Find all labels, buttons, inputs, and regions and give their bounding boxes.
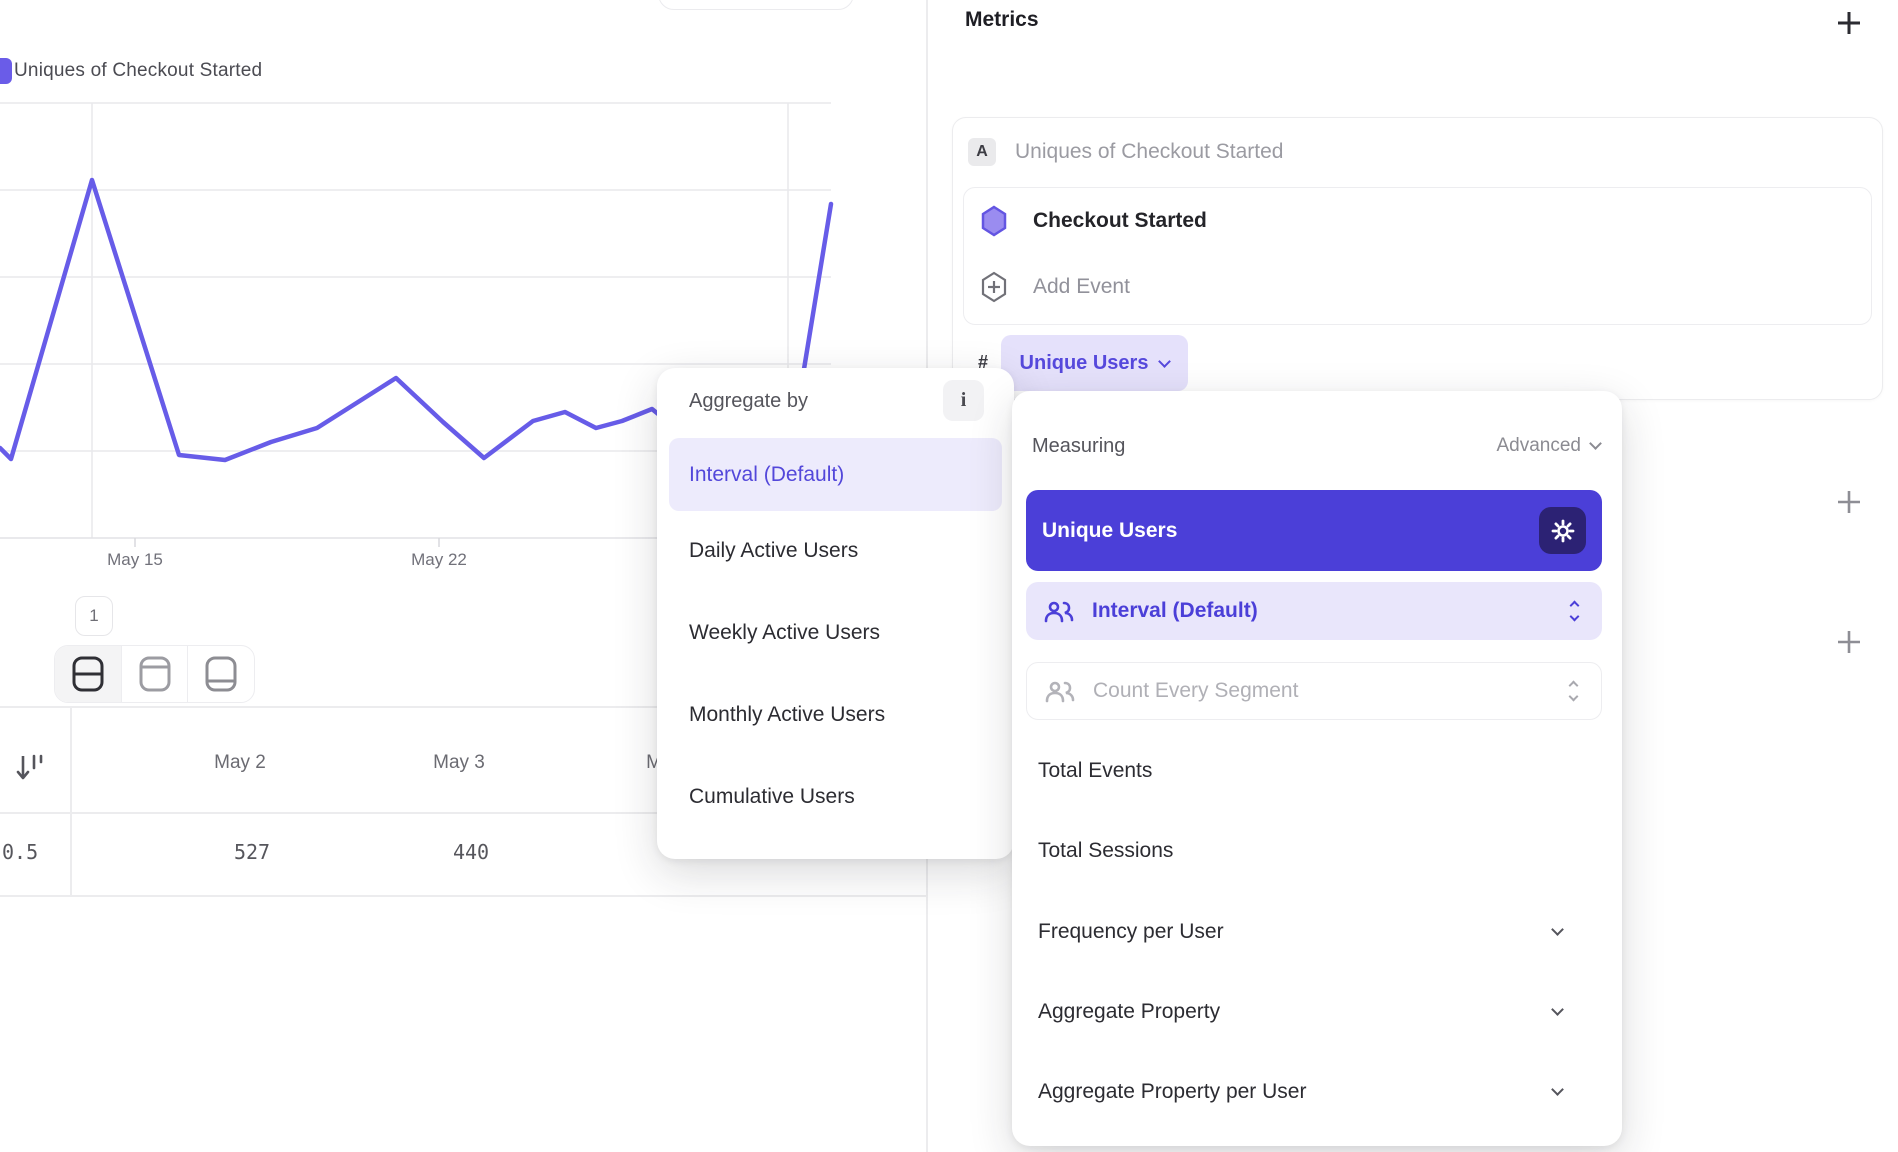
option-label: Interval (Default) <box>1092 599 1258 622</box>
table-header-border <box>0 812 926 814</box>
legend-series-marker <box>0 58 12 84</box>
aggregate-option-cumulative-users[interactable]: Cumulative Users <box>689 785 855 808</box>
add-filter-button[interactable] <box>1836 489 1862 515</box>
plus-icon <box>1838 491 1860 513</box>
option-label: Count Every Segment <box>1093 679 1299 702</box>
chevron-down-icon <box>1551 1083 1564 1096</box>
option-label: Total Events <box>1038 759 1153 782</box>
measuring-option-frequency-per-user[interactable]: Frequency per User <box>1038 910 1598 954</box>
add-event-label: Add Event <box>1033 275 1130 298</box>
option-label: Aggregate Property <box>1038 1000 1221 1023</box>
layout-bottom-button[interactable] <box>188 646 254 702</box>
users-icon <box>1045 679 1075 703</box>
measuring-option-aggregate-property-per-user[interactable]: Aggregate Property per User <box>1038 1070 1598 1114</box>
table-row-label: 0.5 <box>2 840 39 864</box>
chevron-up-down-icon <box>1569 600 1580 622</box>
sort-descending-icon <box>16 754 43 780</box>
measuring-interval-select[interactable]: Interval (Default) <box>1026 582 1602 640</box>
event-name: Checkout Started <box>1033 209 1207 232</box>
chevron-down-icon <box>1158 354 1172 368</box>
measuring-option-unique-users[interactable]: Unique Users <box>1026 490 1602 571</box>
measuring-option-total-sessions[interactable]: Total Sessions <box>1038 829 1598 873</box>
table-cell-value: 440 <box>452 840 490 864</box>
x-axis-tick-label: May 22 <box>411 550 467 569</box>
page-number-button[interactable]: 1 <box>75 596 113 636</box>
metric-type-symbol: # <box>978 352 989 372</box>
option-label: Aggregate Property per User <box>1038 1080 1307 1103</box>
split-horizontal-icon <box>72 656 104 692</box>
chevron-down-icon <box>1551 1003 1564 1016</box>
info-button[interactable]: i <box>943 380 984 421</box>
aggregate-option-daily-active-users[interactable]: Daily Active Users <box>689 539 859 562</box>
layout-top-button[interactable] <box>122 646 189 702</box>
measure-pill-label: Unique Users <box>1019 351 1149 374</box>
table-cell-value: 527 <box>233 840 271 864</box>
users-icon <box>1044 599 1074 623</box>
add-breakdown-button[interactable] <box>1836 629 1862 655</box>
aggregate-option-monthly-active-users[interactable]: Monthly Active Users <box>689 703 886 726</box>
event-hexagon-icon <box>981 205 1007 237</box>
chevron-down-icon <box>1551 923 1564 936</box>
table-column-header[interactable]: May 3 <box>433 752 485 773</box>
aggregate-option-interval-default-[interactable]: Interval (Default) <box>669 438 1002 511</box>
table-top-border <box>0 706 926 708</box>
metric-letter-badge: A <box>968 138 996 166</box>
layout-toggle-group <box>54 645 255 703</box>
add-event-button[interactable]: Add Event <box>980 271 1130 303</box>
measure-dropdown-pill[interactable]: Unique Users <box>1001 335 1188 391</box>
legend-label: Uniques of Checkout Started <box>14 60 263 81</box>
advanced-label: Advanced <box>1496 435 1581 456</box>
plus-icon <box>1838 12 1860 34</box>
table-row-border <box>0 895 926 897</box>
plus-icon <box>1838 631 1860 653</box>
metric-card-title: Uniques of Checkout Started <box>1015 140 1284 163</box>
measuring-popup: Measuring Advanced Unique Users <box>1012 391 1622 1146</box>
advanced-dropdown[interactable]: Advanced <box>1496 435 1602 457</box>
sort-button[interactable] <box>16 752 46 789</box>
panel-title: Metrics <box>965 8 1039 31</box>
settings-button[interactable] <box>1539 507 1586 554</box>
add-metric-button[interactable] <box>1836 10 1862 36</box>
x-axis-tick-label: May 15 <box>107 550 163 569</box>
chevron-down-icon <box>1589 437 1602 450</box>
info-icon: i <box>960 389 967 411</box>
toolbar-button-partial[interactable] <box>658 0 854 10</box>
table-column-header[interactable]: May 2 <box>214 752 266 773</box>
aggregate-by-title: Aggregate by <box>689 390 808 412</box>
aggregate-option-weekly-active-users[interactable]: Weekly Active Users <box>689 621 880 644</box>
add-event-hexagon-plus-icon <box>981 271 1007 303</box>
top-panel-icon <box>139 656 170 692</box>
aggregate-by-popup: Aggregate by i Interval (Default) Daily A… <box>657 368 1014 859</box>
measuring-title: Measuring <box>1032 435 1126 457</box>
chart-legend: Uniques of Checkout Started <box>14 60 262 82</box>
event-card: Checkout Started Add Event <box>963 187 1872 325</box>
measuring-segment-select[interactable]: Count Every Segment <box>1026 662 1602 720</box>
bottom-panel-icon <box>205 656 237 692</box>
measuring-option-aggregate-property[interactable]: Aggregate Property <box>1038 990 1598 1034</box>
measuring-option-total-events[interactable]: Total Events <box>1038 749 1598 793</box>
gear-icon <box>1551 519 1574 542</box>
chevron-up-down-icon <box>1568 680 1579 702</box>
table-column-divider <box>70 706 72 895</box>
option-label: Unique Users <box>1042 518 1178 542</box>
event-row[interactable]: Checkout Started <box>980 205 1207 237</box>
option-label: Frequency per User <box>1038 920 1224 943</box>
option-label: Total Sessions <box>1038 839 1174 862</box>
layout-split-button[interactable] <box>55 646 122 702</box>
